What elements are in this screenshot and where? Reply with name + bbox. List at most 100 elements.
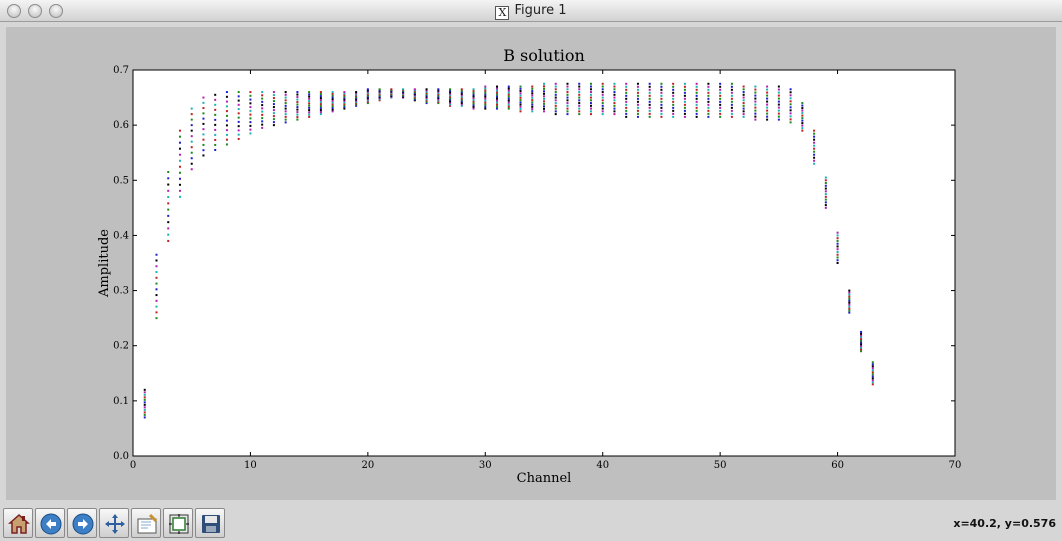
y-tick-label: 0.2 [113,341,129,352]
data-point [636,106,639,109]
data-point [449,89,452,92]
home-button[interactable] [3,508,33,538]
data-point [507,97,510,100]
forward-button[interactable] [67,508,97,538]
data-point [143,401,146,404]
data-point [824,184,827,187]
data-point [754,97,757,100]
data-point [507,103,510,106]
data-point [848,295,851,298]
data-point [143,396,146,399]
data-point [789,109,792,112]
data-point [449,98,452,101]
data-point [543,107,545,110]
data-point [754,106,757,109]
data-point [272,112,275,115]
subplots-button[interactable] [163,508,193,538]
data-point [449,94,452,97]
data-point [554,96,557,99]
plot-svg[interactable]: B solution Channel Amplitude 0 10 20 30 40 50… [6,27,1056,500]
data-point [355,97,358,100]
data-point [566,93,569,96]
data-point [425,99,428,102]
data-point [178,183,181,186]
data-point [496,101,499,104]
data-point [296,98,299,101]
data-point [284,99,287,102]
data-point [214,133,217,136]
data-point [155,311,158,314]
data-point [543,87,545,90]
y-tick-label: 0.7 [113,65,129,76]
data-point [484,89,487,92]
data-point [719,85,722,88]
data-point [366,92,369,95]
data-point [766,94,769,97]
data-point [742,85,745,88]
data-point [589,102,592,105]
data-point [789,112,792,115]
data-point [625,88,628,91]
data-point [413,89,416,92]
data-point [566,82,569,85]
data-point [437,90,440,93]
data-point [824,204,827,207]
zoom-button[interactable] [131,508,161,538]
data-point [554,88,557,91]
data-point [507,91,510,94]
data-point [296,93,299,96]
data-point [319,103,322,106]
data-point [331,98,334,101]
data-point [554,102,557,105]
data-point [472,105,475,108]
data-point [378,91,381,94]
data-point [143,408,146,411]
data-point [225,124,228,127]
data-point [801,114,804,117]
data-point [742,99,745,102]
data-point [801,129,804,132]
data-point [449,104,452,107]
data-point [296,111,299,114]
data-point [237,99,240,102]
data-point [601,91,604,94]
data-point [625,97,628,100]
data-point [836,242,839,245]
data-point [202,154,205,157]
data-point [343,98,346,101]
data-point [308,109,311,112]
data-point [143,391,146,394]
data-point [308,91,311,94]
title-bar[interactable]: X Figure 1 [0,0,1062,22]
data-point [683,106,686,109]
data-point [319,101,322,104]
data-point [848,299,851,302]
data-point [789,106,792,109]
data-point [789,118,792,121]
data-point [695,82,698,85]
data-point [460,100,463,103]
y-tick-label: 0.1 [113,396,129,407]
data-point [578,102,581,105]
data-point [296,108,299,111]
data-point [378,90,381,93]
minimize-window-button[interactable] [28,4,42,18]
data-point [507,107,510,110]
pan-button[interactable] [99,508,129,538]
back-button[interactable] [35,508,65,538]
data-point [625,112,628,115]
data-point [707,85,710,88]
zoom-window-button[interactable] [49,4,63,18]
data-point [190,146,193,149]
save-button[interactable] [195,508,225,538]
data-point [742,88,745,91]
data-point [449,97,452,100]
figure-canvas[interactable]: B solution Channel Amplitude 0 10 20 30 40 50… [6,27,1056,500]
data-point [249,132,252,135]
data-point [355,104,358,107]
data-point [472,88,475,91]
data-point [343,101,346,104]
data-point [848,297,851,300]
close-window-button[interactable] [7,4,21,18]
data-point [237,125,240,128]
